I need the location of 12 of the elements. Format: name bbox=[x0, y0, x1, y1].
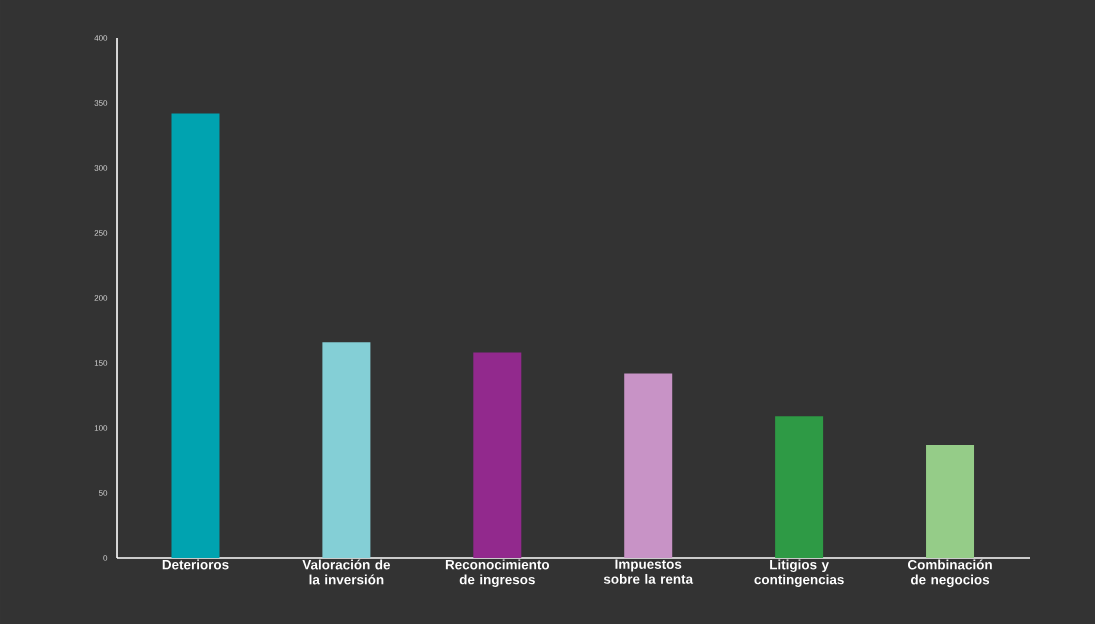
x-tick-label: Litigios y contingencias bbox=[754, 559, 844, 588]
bar bbox=[775, 416, 824, 558]
bar bbox=[926, 444, 975, 558]
x-tick-label: Reconocimiento de ingresos bbox=[445, 559, 550, 588]
bar bbox=[171, 113, 220, 558]
x-tick-label: Deterioros bbox=[162, 559, 229, 570]
bar bbox=[473, 352, 522, 558]
bar bbox=[624, 373, 673, 558]
bar bbox=[322, 342, 371, 558]
x-tick-label: Combinación de negocios bbox=[907, 559, 992, 588]
x-tick-label: Valoración de la inversión bbox=[302, 559, 391, 585]
x-tick-label: Impuestos sobre la renta bbox=[603, 559, 694, 584]
